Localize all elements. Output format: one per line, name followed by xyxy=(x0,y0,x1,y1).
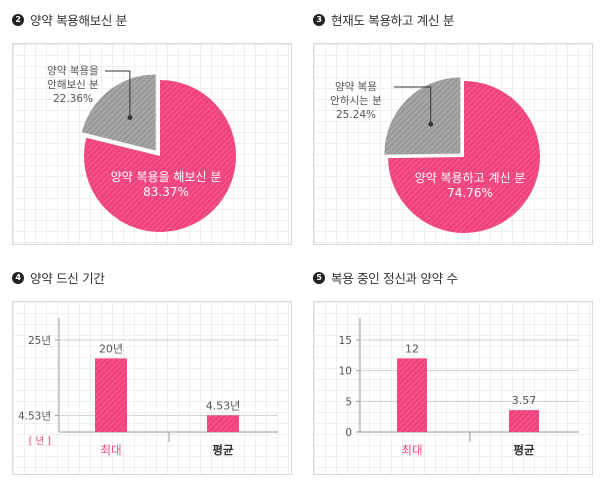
pie-slice-taken xyxy=(83,80,236,232)
section-number-badge: 4 xyxy=(12,271,24,284)
section-number-badge: 5 xyxy=(313,271,325,284)
gray-slice-label: 안해보신 분 xyxy=(47,78,99,91)
y-tick-label: 5 xyxy=(345,396,352,408)
leader-line xyxy=(105,70,131,118)
bar-value-label: 3.57 xyxy=(512,394,537,407)
bar xyxy=(207,415,239,432)
chart-box: 양약 복용을 안해보신 분 22.36% 양약 복용을 해보신 분 83.37% xyxy=(12,43,292,245)
category-label: 평균 xyxy=(513,443,535,457)
section-heading: 3 현재도 복용하고 계신 분 xyxy=(313,10,454,29)
leader-dot xyxy=(127,115,133,120)
pink-slice-label: 양약 복용을 해보신 분 xyxy=(111,169,222,184)
pink-slice-label: 양약 복용하고 계신 분 xyxy=(415,170,526,185)
panel-currently-taking: 3 현재도 복용하고 계신 분 양약 복용 안하시는 분 25.24% 양약 복용하고… xyxy=(313,10,593,245)
section-heading: 4 양약 드신 기간 xyxy=(12,268,105,287)
pie-slice-not-taken xyxy=(81,74,156,151)
category-label: 최대 xyxy=(100,443,121,457)
bar xyxy=(95,358,127,432)
section-number-badge: 3 xyxy=(313,13,325,26)
section-title: 양약 복용해보신 분 xyxy=(30,13,127,28)
gray-slice-label: 안하시는 분 xyxy=(330,94,382,107)
bar-chart-count: 0 5 10 15 12 최대 3.57 평균 xyxy=(339,318,579,457)
bar-value-label: 20년 xyxy=(99,342,123,355)
section-title: 현재도 복용하고 계신 분 xyxy=(331,13,455,28)
leader-dot xyxy=(428,121,434,127)
unit-label: [ 년 ] xyxy=(29,436,51,447)
category-label: 최대 xyxy=(401,443,422,457)
bar-value-label: 12 xyxy=(405,342,419,355)
y-tick-label: 25년 xyxy=(28,335,51,347)
panel-medication-count: 5 복용 중인 정신과 양약 수 0 5 10 15 12 최대 3.57 평균 xyxy=(313,268,593,478)
y-tick-label: 4.53년 xyxy=(18,410,51,422)
section-number-badge: 2 xyxy=(12,13,24,26)
pie-slice-not-taken xyxy=(384,77,461,155)
panel-taken-western-medicine: 2 양약 복용해보신 분 양약 복용을 안해보신 분 22.36% 양약 복용을 해보… xyxy=(12,10,292,245)
y-tick-label: 15 xyxy=(339,335,352,347)
bar xyxy=(509,410,539,432)
section-heading: 2 양약 복용해보신 분 xyxy=(12,10,127,29)
category-label: 평균 xyxy=(212,443,234,457)
chart-box: 0 5 10 15 12 최대 3.57 평균 xyxy=(313,301,593,475)
section-heading: 5 복용 중인 정신과 양약 수 xyxy=(313,268,458,287)
pie-slice-taken xyxy=(388,81,541,233)
pink-slice-value: 83.37% xyxy=(143,185,189,199)
bar-value-label: 4.53년 xyxy=(206,399,241,412)
y-tick-label: 10 xyxy=(339,366,352,378)
section-title: 양약 드신 기간 xyxy=(30,271,105,286)
gray-slice-label: 양약 복용 xyxy=(335,81,377,93)
gray-slice-value: 25.24% xyxy=(336,109,376,121)
section-title: 복용 중인 정신과 양약 수 xyxy=(331,271,458,286)
chart-box: 양약 복용 안하시는 분 25.24% 양약 복용하고 계신 분 74.76% xyxy=(313,43,593,245)
bar xyxy=(397,358,427,432)
y-tick-label: 0 xyxy=(345,427,352,439)
gray-slice-label: 양약 복용을 xyxy=(47,65,99,77)
pink-slice-value: 74.76% xyxy=(447,186,493,200)
gray-slice-value: 22.36% xyxy=(53,93,93,105)
leader-line xyxy=(394,86,432,125)
